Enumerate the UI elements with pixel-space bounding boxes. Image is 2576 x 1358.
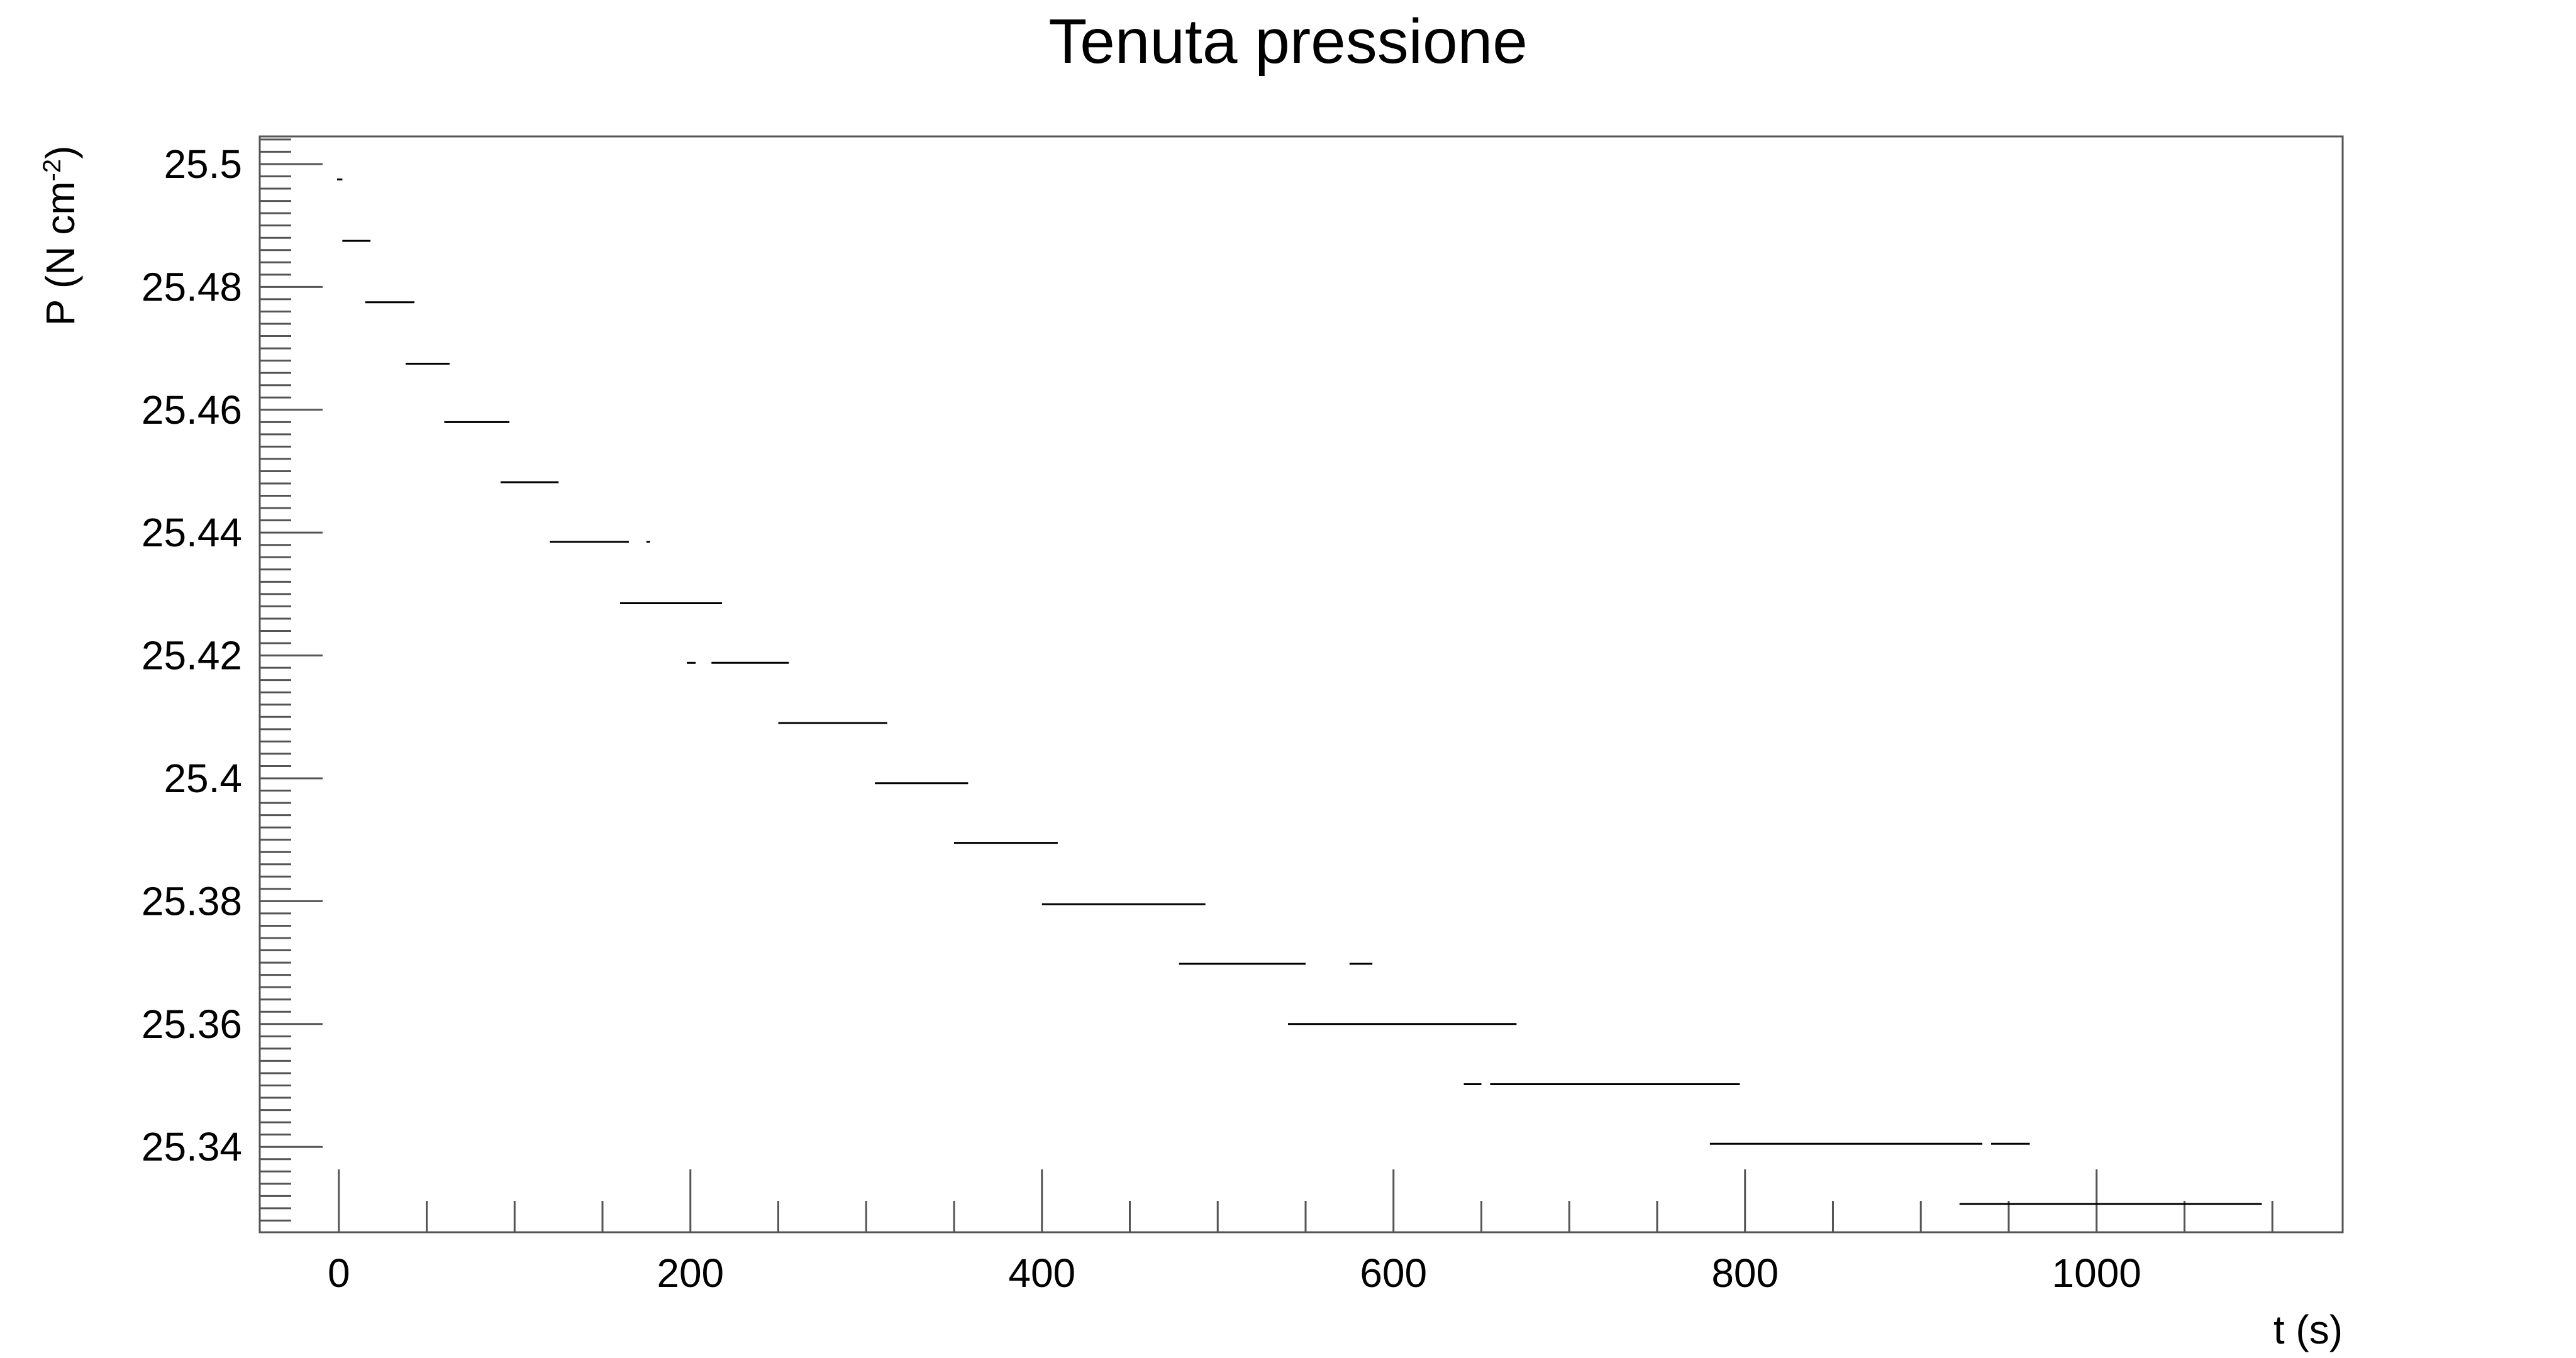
y-tick-label: 25.4: [164, 756, 242, 801]
y-tick-label: 25.5: [164, 141, 242, 187]
x-tick-label: 400: [1008, 1250, 1075, 1296]
y-axis-label-text: P (N cm: [38, 181, 83, 326]
y-tick-label: 25.44: [142, 510, 242, 555]
y-axis-ticks: 25.34 25.36 25.38 25.4 25.42 25.44 25.46 25.48 2…: [142, 138, 323, 1222]
x-tick-label: 0: [328, 1250, 350, 1296]
y-tick-label: 25.36: [142, 1002, 242, 1047]
x-tick-label: 800: [1711, 1250, 1779, 1296]
y-tick-label: 25.34: [142, 1124, 242, 1169]
chart-title: Tenuta pressione: [1048, 6, 1528, 77]
y-tick-label: 25.38: [142, 878, 242, 924]
y-axis-label-close: ): [38, 146, 83, 159]
y-tick-label: 25.48: [142, 264, 242, 309]
x-axis-label: t (s): [2273, 1307, 2343, 1352]
plot-frame: [258, 135, 2344, 1234]
x-tick-label: 200: [657, 1250, 724, 1296]
data-segments: [336, 178, 2262, 1205]
y-tick-label: 25.46: [142, 387, 242, 433]
x-tick-label: 1000: [2052, 1250, 2141, 1296]
x-axis-ticks: 0 200 400 600 800 1000: [328, 1169, 2273, 1296]
y-axis-label: P (N cm-2): [38, 146, 83, 326]
x-tick-label: 600: [1360, 1250, 1427, 1296]
y-axis-label-sup: -2: [38, 159, 66, 182]
y-tick-label: 25.42: [142, 633, 242, 678]
